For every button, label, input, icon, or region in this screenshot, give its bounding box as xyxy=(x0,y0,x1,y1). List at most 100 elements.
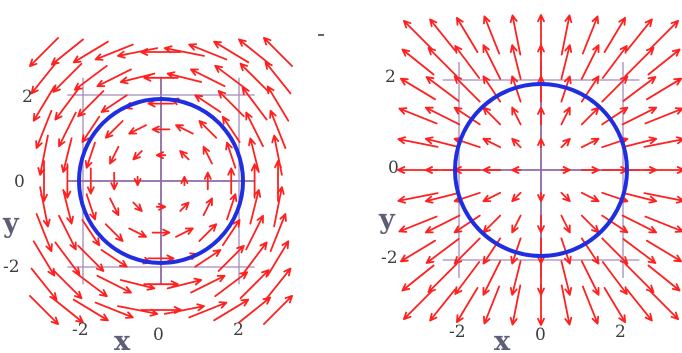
left-arrow-29 xyxy=(81,115,101,143)
left-arrow-25 xyxy=(81,219,101,247)
right-arrow-37 xyxy=(482,191,502,203)
left-arrow-101 xyxy=(245,214,264,251)
right-arrow-38 xyxy=(482,166,502,174)
right-arrow-40 xyxy=(482,106,502,126)
left-arrow-5 xyxy=(40,160,48,202)
left-arrow-40 xyxy=(104,120,124,139)
right-arrow-104 xyxy=(621,136,658,149)
right-arrow-54 xyxy=(509,14,522,56)
right-arrow-117 xyxy=(646,77,682,101)
right-arrow-72 xyxy=(560,106,571,126)
right-arrow-33 xyxy=(483,285,501,325)
right-arrow-8 xyxy=(400,77,436,101)
left-arrow-22 xyxy=(72,298,109,322)
right-arrow-6 xyxy=(397,136,439,148)
right-arrow-95 xyxy=(601,75,629,103)
right-arrow-24 xyxy=(453,237,481,265)
right-arrow-12 xyxy=(427,263,458,293)
right-arrow-79 xyxy=(580,214,600,234)
right-arrow-74 xyxy=(560,44,573,80)
left-arrow-109 xyxy=(263,295,293,325)
right-arrow-47 xyxy=(511,214,522,234)
left-arrow-94 xyxy=(221,115,241,143)
right-arrow-61 xyxy=(537,106,545,126)
left-arrow-34 xyxy=(96,274,132,294)
right-arrow-114 xyxy=(643,166,682,174)
left-arrow-24 xyxy=(77,244,105,272)
left-arrow-85 xyxy=(190,68,226,88)
right-arrow-70 xyxy=(560,166,571,174)
left-x-tick-0: 0 xyxy=(153,325,164,345)
left-arrow-47 xyxy=(128,227,147,238)
left-panel-rotational-field: 2 0 -2 -2 0 2 y x xyxy=(2,37,293,353)
right-arrow-57 xyxy=(537,237,545,265)
left-arrow-110 xyxy=(264,267,292,301)
right-arrow-111 xyxy=(646,239,682,263)
right-arrow-100 xyxy=(622,238,657,264)
right-y-tick-0: 0 xyxy=(388,158,399,178)
left-arrow-113 xyxy=(273,186,285,228)
right-arrow-34 xyxy=(482,260,502,296)
right-arrow-18 xyxy=(424,106,461,126)
left-arrow-102 xyxy=(249,189,262,225)
left-arrow-33 xyxy=(94,301,134,319)
left-arrow-43 xyxy=(94,43,134,61)
left-arrow-104 xyxy=(248,137,260,173)
right-arrow-48 xyxy=(511,191,522,203)
left-arrow-51 xyxy=(128,124,147,135)
left-arrow-77 xyxy=(190,274,226,294)
left-arrow-71 xyxy=(179,150,190,161)
left-arrow-17 xyxy=(60,137,73,173)
right-arrow-31 xyxy=(454,45,481,79)
left-arrow-87 xyxy=(213,298,250,322)
left-arrow-106 xyxy=(241,86,268,121)
right-y-axis-label: y xyxy=(378,204,396,235)
right-arrow-42 xyxy=(482,44,502,80)
left-arrow-61 xyxy=(151,125,171,134)
right-arrow-14 xyxy=(424,214,461,234)
right-arrow-82 xyxy=(580,137,600,149)
right-arrow-50 xyxy=(511,137,522,149)
right-arrow-69 xyxy=(560,191,571,203)
left-arrow-10 xyxy=(29,37,59,67)
right-arrow-0 xyxy=(403,290,433,320)
left-arrow-50 xyxy=(132,150,143,161)
right-arrow-25 xyxy=(453,214,481,234)
right-arrow-59 xyxy=(537,191,545,203)
right-arrow-7 xyxy=(398,107,438,125)
left-arrow-35 xyxy=(100,249,128,268)
left-y-axis-label: y xyxy=(2,208,20,239)
left-arrow-117 xyxy=(266,85,290,122)
left-arrow-93 xyxy=(225,141,237,169)
left-arrow-9 xyxy=(30,61,58,95)
right-arrow-58 xyxy=(537,214,545,234)
left-arrow-98 xyxy=(238,296,272,324)
right-arrow-108 xyxy=(626,18,653,52)
left-y-tick-0: 0 xyxy=(14,172,25,192)
left-arrow-97 xyxy=(213,40,250,64)
right-arrow-105 xyxy=(621,106,658,126)
left-arrow-59 xyxy=(155,202,167,211)
right-arrow-13 xyxy=(425,238,460,264)
right-arrow-45 xyxy=(509,260,522,296)
right-arrow-36 xyxy=(482,214,502,234)
right-arrow-99 xyxy=(624,263,655,293)
right-y-tick-neg2: -2 xyxy=(381,248,398,268)
right-arrow-22 xyxy=(456,287,479,323)
right-arrow-88 xyxy=(601,261,628,295)
left-arrow-32 xyxy=(72,40,109,64)
right-panel-radial-field: 2 0 -2 -2 0 2 y x xyxy=(378,14,682,353)
right-arrow-106 xyxy=(622,76,657,102)
right-arrow-118 xyxy=(647,48,681,76)
right-arrow-21 xyxy=(429,18,456,52)
left-arrow-119 xyxy=(263,37,293,67)
right-arrow-1 xyxy=(401,264,435,292)
left-arrow-6 xyxy=(37,134,49,176)
left-arrow-44 xyxy=(117,305,159,317)
right-arrow-23 xyxy=(454,261,481,295)
right-arrow-98 xyxy=(626,288,653,322)
right-arrow-80 xyxy=(580,191,600,203)
right-arrow-97 xyxy=(603,17,626,53)
left-arrow-90 xyxy=(221,219,241,247)
left-arrow-64 xyxy=(140,48,182,56)
